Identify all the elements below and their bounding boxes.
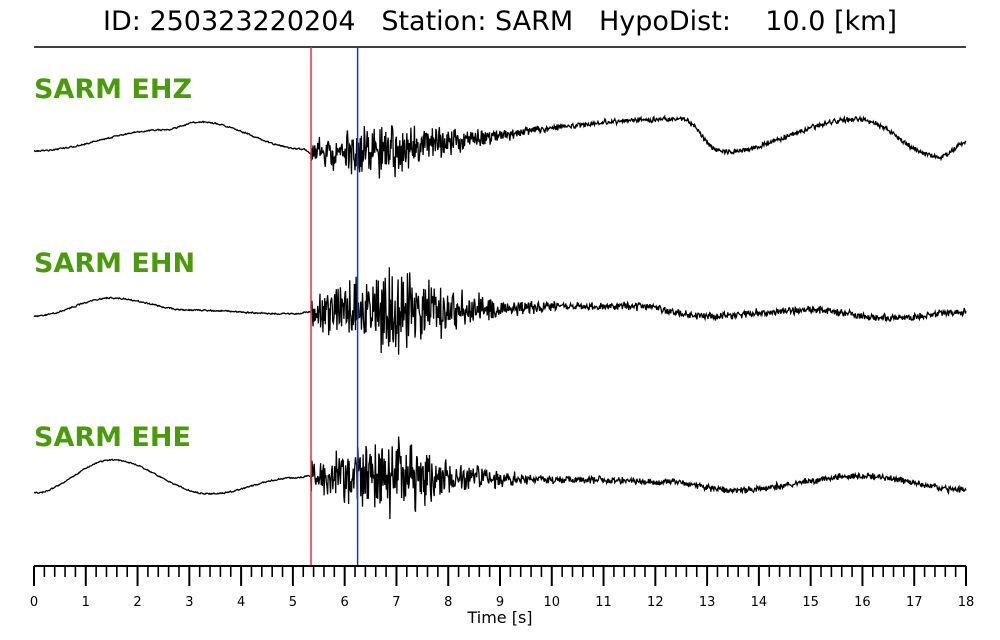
x-tick-label: 16: [854, 595, 871, 610]
x-tick-label: 13: [699, 595, 716, 610]
x-tick-label: 14: [751, 595, 768, 610]
x-tick-label: 7: [392, 595, 400, 610]
x-tick-label: 3: [185, 595, 193, 610]
x-tick-label: 5: [289, 595, 297, 610]
x-tick-label: 6: [341, 595, 349, 610]
x-tick-label: 2: [133, 595, 141, 610]
waveform-trace-sarm-ehn: [33, 267, 967, 355]
waveform-trace-sarm-ehz: [33, 114, 967, 179]
x-tick-label: 12: [647, 595, 664, 610]
channel-label-ehe: SARM EHE: [34, 422, 191, 453]
x-tick-label: 4: [237, 595, 245, 610]
channel-label-ehz: SARM EHZ: [34, 74, 193, 105]
channel-label-ehn: SARM EHN: [34, 248, 196, 279]
x-tick-label: 10: [544, 595, 561, 610]
x-tick-label: 11: [595, 595, 612, 610]
x-tick-label: 1: [82, 595, 90, 610]
x-tick-label: 8: [444, 595, 452, 610]
x-tick-label: 15: [802, 595, 819, 610]
x-tick-label: 9: [496, 595, 504, 610]
x-tick-label: 17: [906, 595, 923, 610]
x-tick-label: 0: [30, 595, 38, 610]
x-axis-label: Time [s]: [466, 608, 532, 627]
waveform-trace-sarm-ehe: [33, 436, 967, 520]
x-tick-label: 18: [958, 595, 975, 610]
plot-title: ID: 250323220204 Station: SARM HypoDist:…: [102, 6, 897, 37]
